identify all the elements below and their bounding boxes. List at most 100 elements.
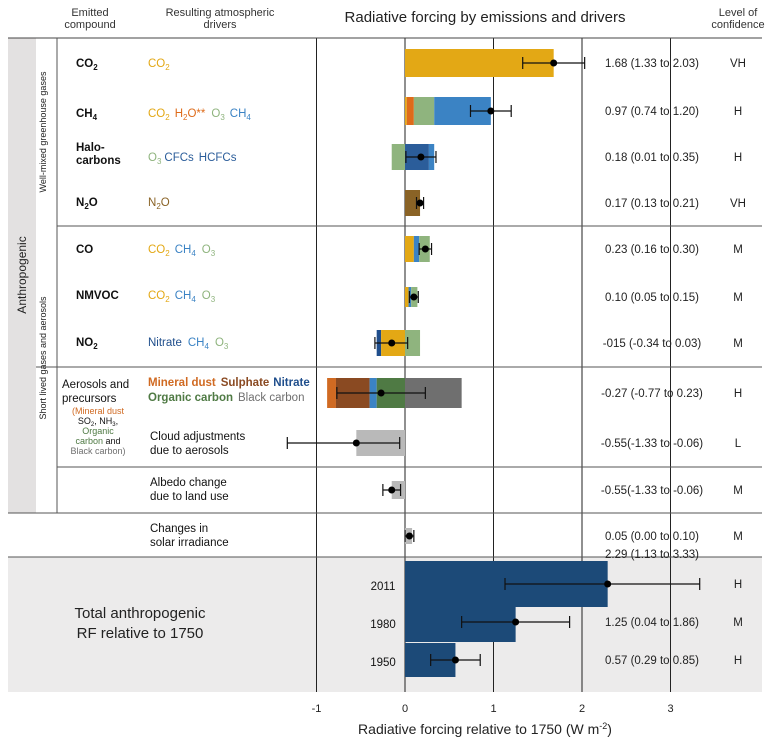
bar-segment-4-1 (413, 236, 420, 262)
value-label-6: -015 (-0.34 to 0.03) (603, 338, 702, 350)
driver-nmvoc-row: CO2 CH4 O3 (148, 290, 216, 304)
compound-ch4: CH4 (76, 108, 98, 122)
value-label-5: 0.10 (0.05 to 0.15) (605, 292, 699, 304)
header-drivers-1: Resulting atmospheric (166, 7, 275, 19)
compound-no2: NO2 (76, 337, 98, 351)
compound-albedo-1: Albedo change (150, 477, 227, 489)
compound-cloud-1: Cloud adjustments (150, 431, 245, 443)
confidence-1: H (734, 106, 742, 118)
driver-labels: CO2 CO2 H2O** O3 CH4 O3 CFCs HCFCs N2O CO2 CH4… (148, 58, 310, 404)
best-estimate-7 (377, 389, 385, 397)
driver-n2o-row: N2O (148, 197, 170, 211)
compound-n2o: N2O (76, 197, 98, 211)
compound-halocarbons: Halo- (76, 142, 105, 154)
driver-no2-row: Nitrate CH4 O3 (148, 337, 229, 351)
header-emitted-2: compound (64, 19, 115, 31)
value-label-12: 1.25 (0.04 to 1.86) (605, 617, 699, 629)
value-label-0: 1.68 (1.33 to 2.03) (605, 58, 699, 70)
compound-halocarbons-2: carbons (76, 155, 121, 167)
x-tick-label-1: 0 (402, 703, 408, 715)
total-background (8, 557, 762, 692)
value-label-1: 0.97 (0.74 to 1.20) (605, 106, 699, 118)
x-axis-label: Radiative forcing relative to 1750 (W m-… (358, 721, 612, 737)
compound-co2: CO2 (76, 58, 98, 72)
x-tick-label-0: -1 (312, 703, 322, 715)
bar-segment-1-2 (413, 97, 435, 125)
value-label-8: -0.55(-1.33 to -0.06) (601, 438, 703, 450)
driver-halo-row: O3 CFCs HCFCs (148, 152, 237, 166)
anthropogenic-label: Anthropogenic (15, 236, 29, 313)
aerosol-precursor-so2: SO2, NH3, (78, 416, 118, 428)
confidence-0: VH (730, 58, 746, 70)
best-estimate-4 (421, 245, 429, 253)
compound-cloud-2: due to aerosols (150, 445, 229, 457)
anthropogenic-band (8, 38, 36, 513)
best-estimate-1 (487, 107, 495, 115)
aerosol-precursor-orgc-2: carbon and (75, 436, 120, 446)
bar-segment-7-0 (327, 378, 336, 408)
confidence-11: H (734, 579, 742, 591)
x-tick-label-3: 2 (579, 703, 585, 715)
errorbars-layer (286, 57, 701, 666)
confidence-12: M (733, 617, 743, 629)
driver-co2-co2: CO2 (148, 58, 170, 72)
header-drivers-2: drivers (203, 19, 237, 31)
total-label-2: RF relative to 1750 (77, 625, 204, 642)
values-layer: 1.68 (1.33 to 2.03) VH 0.97 (0.74 to 1.20)… (601, 58, 746, 667)
compound-co: CO (76, 244, 93, 256)
compound-solar-2: solar irradiance (150, 537, 229, 549)
bar-segment-1-0 (405, 97, 407, 125)
chart-title: Radiative forcing by emissions and drive… (345, 9, 626, 26)
value-label-4: 0.23 (0.16 to 0.30) (605, 244, 699, 256)
driver-co-row: CO2 CH4 O3 (148, 244, 216, 258)
header-emitted-1: Emitted (71, 7, 108, 19)
aerosol-precursor-bc: Black carbon) (70, 446, 125, 456)
bar-segment-5-0 (405, 287, 409, 307)
year-1950: 1950 (370, 657, 396, 669)
best-estimate-9 (388, 486, 396, 494)
value-label-11: 2.29 (1.13 to 3.33) (605, 549, 699, 561)
confidence-4: M (733, 244, 743, 256)
value-label-7: -0.27 (-0.77 to 0.23) (601, 388, 703, 400)
x-tick-label-4: 3 (667, 703, 673, 715)
confidence-10: M (733, 531, 743, 543)
best-estimate-8 (352, 439, 360, 447)
wmghg-label: Well-mixed greenhouse gases (38, 71, 48, 192)
driver-aerosol-row-2: Organic carbon Black carbon (148, 392, 304, 404)
bar-segment-4-0 (405, 236, 414, 262)
value-label-2: 0.18 (0.01 to 0.35) (605, 152, 699, 164)
confidence-13: H (734, 655, 742, 667)
bar-segment-1-1 (406, 97, 414, 125)
best-estimate-3 (416, 199, 424, 207)
total-label-1: Total anthropogenic (75, 605, 206, 622)
bar-segment-2-0 (391, 144, 405, 170)
year-1980: 1980 (370, 619, 396, 631)
confidence-9: M (733, 485, 743, 497)
best-estimate-2 (417, 153, 425, 161)
compound-solar-1: Changes in (150, 523, 208, 535)
bar-segment-3-0 (405, 190, 421, 216)
slcf-label: Short lived gases and aerosols (38, 296, 48, 420)
value-label-9: -0.55(-1.33 to -0.06) (601, 485, 703, 497)
best-estimate-13 (451, 656, 459, 664)
compound-aerosols-1: Aerosols and (62, 379, 129, 391)
header-confidence-1: Level of (719, 7, 758, 19)
value-label-13: 0.57 (0.29 to 0.85) (605, 655, 699, 667)
confidence-5: M (733, 292, 743, 304)
compound-aerosols-2: precursors (62, 393, 117, 405)
aerosol-precursor-orgc: Organic (82, 426, 114, 436)
best-estimate-10 (405, 532, 413, 540)
confidence-6: M (733, 338, 743, 350)
compound-albedo-2: due to land use (150, 491, 229, 503)
year-2011: 2011 (371, 581, 396, 593)
driver-ch4-row: CO2 H2O** O3 CH4 (148, 108, 251, 122)
value-label-10: 0.05 (0.00 to 0.10) (605, 531, 699, 543)
confidence-7: H (734, 388, 742, 400)
aerosol-precursor-dust: (Mineral dust (72, 406, 125, 416)
best-estimate-6 (388, 339, 396, 347)
best-estimate-5 (410, 293, 418, 301)
best-estimate-0 (550, 59, 558, 67)
x-tick-label-2: 1 (490, 703, 496, 715)
best-estimate-12 (512, 618, 520, 626)
